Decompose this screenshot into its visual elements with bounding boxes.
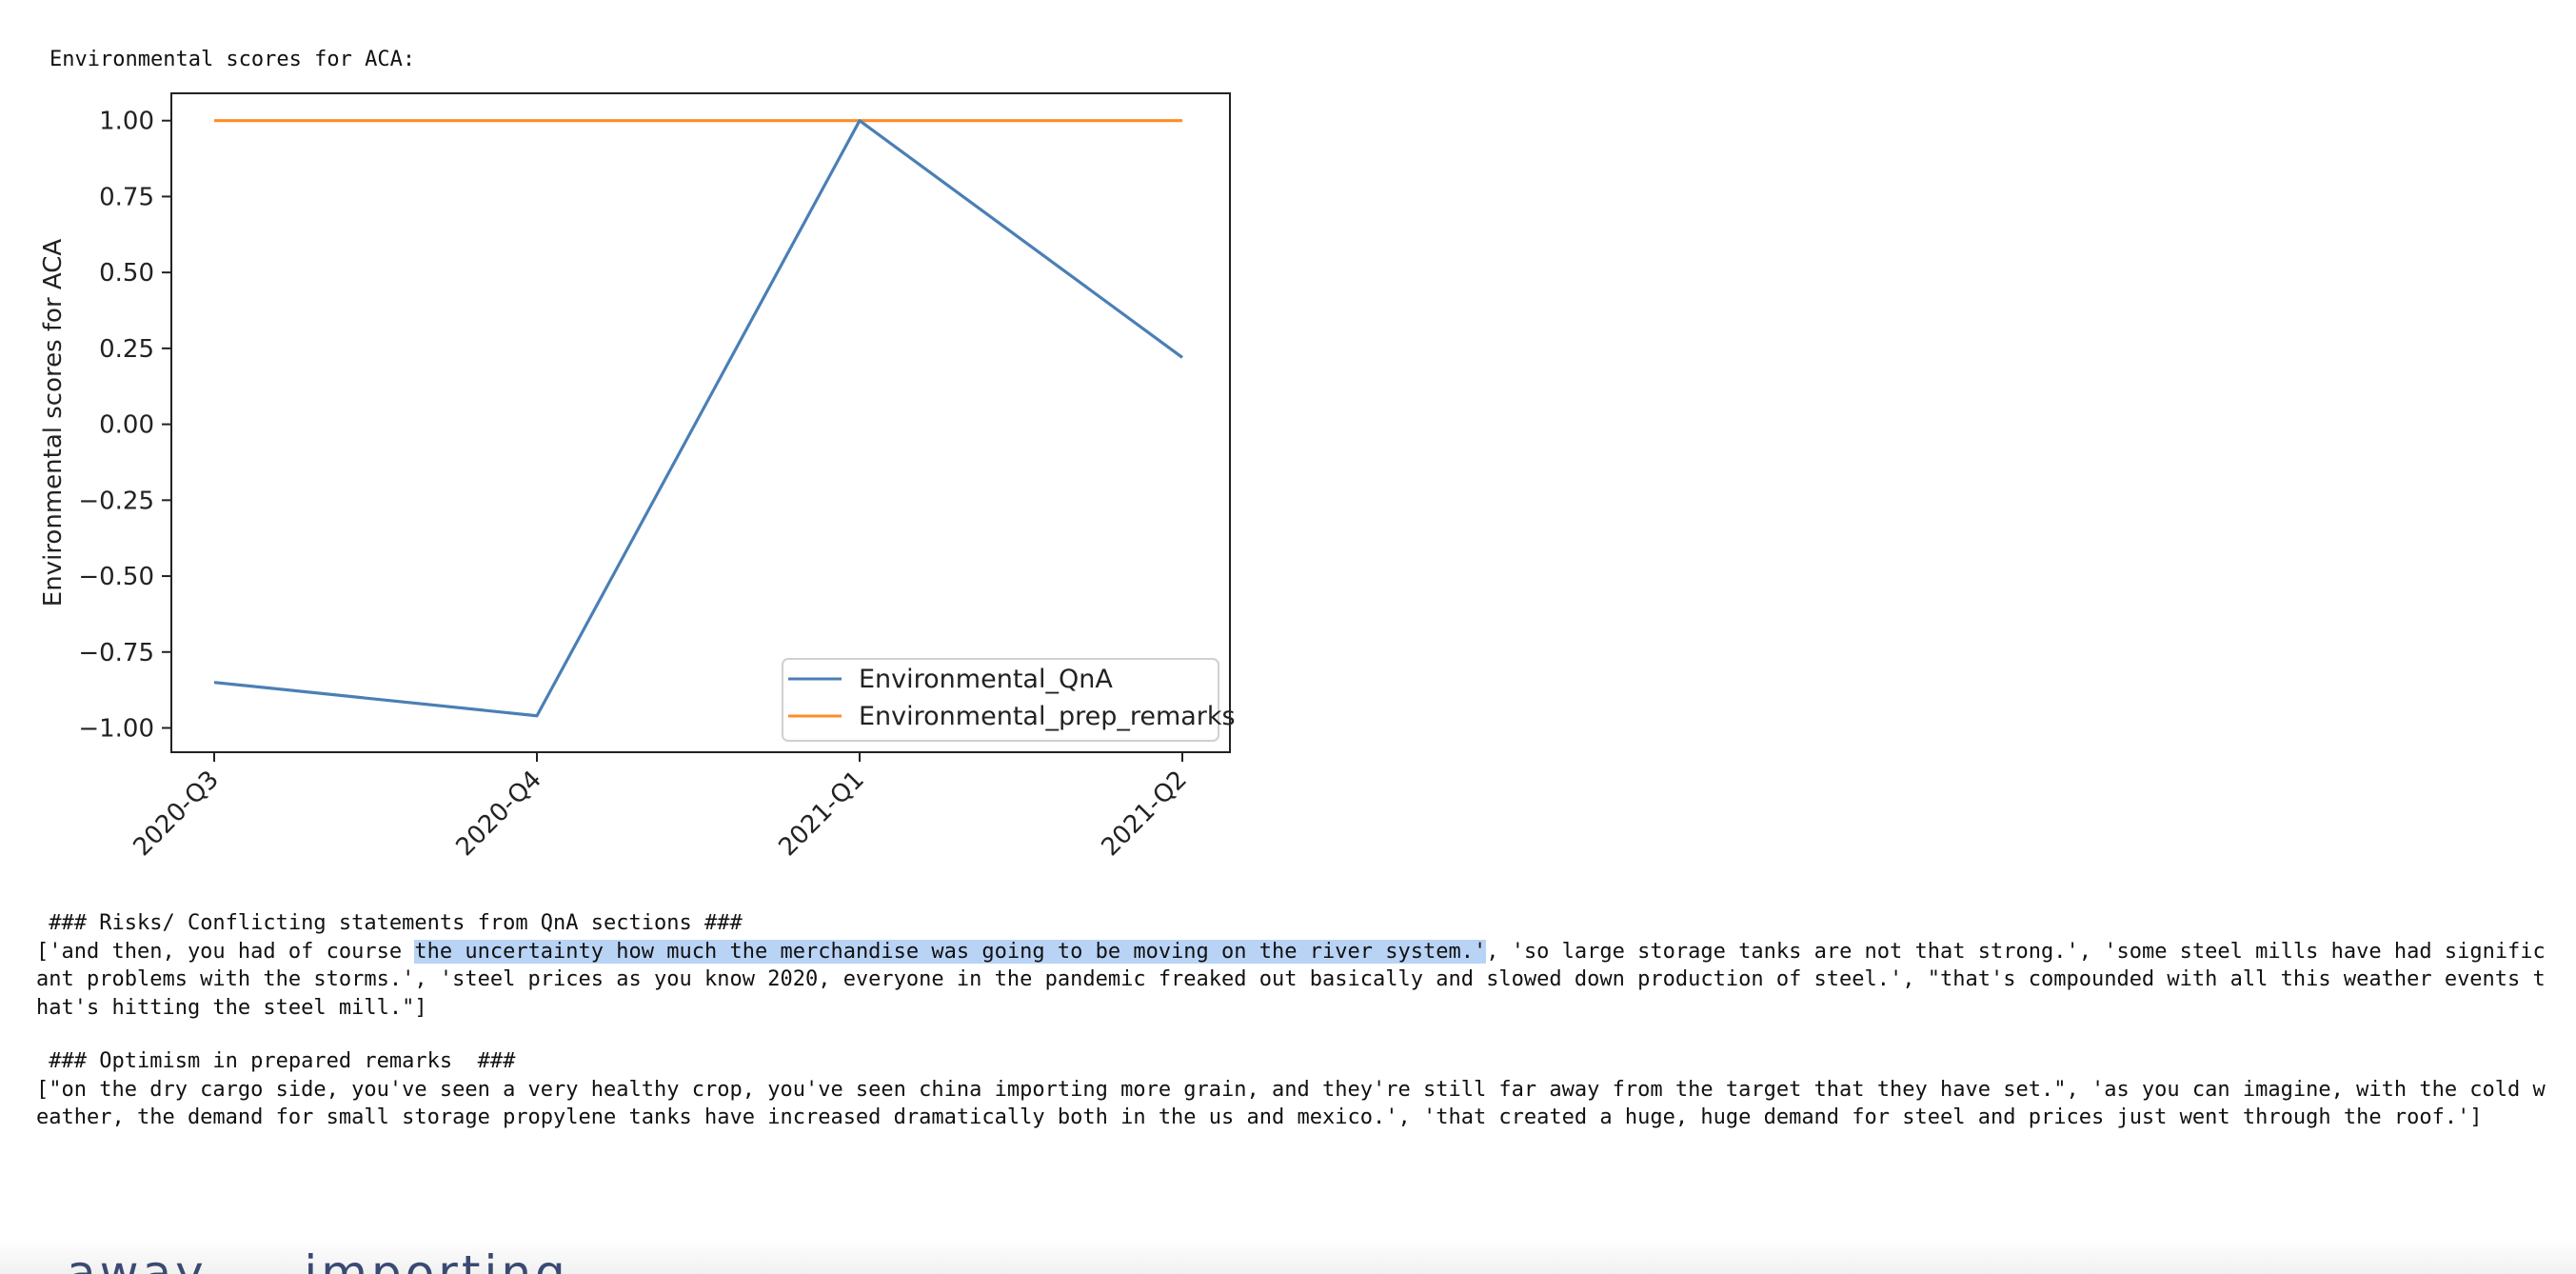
x-tick-label: 2020-Q3 (128, 766, 224, 862)
x-tick-label: 2020-Q4 (450, 766, 546, 862)
legend-box (782, 658, 1219, 742)
optimism-statements: ["on the dry cargo side, you've seen a v… (36, 1077, 2546, 1130)
legend-label-environmental-qna: Environmental_QnA (859, 665, 1113, 694)
series-layer (213, 119, 1183, 718)
legend-label-environmental-prep-remarks: Environmental_prep_remarks (859, 702, 1236, 731)
risks-statements-rest: , 'so large storage tanks are not that s… (36, 939, 2546, 1020)
y-axis-ticks: 1.00 0.75 0.50 0.25 0.00 −0.25 −0.50 −0.75 −1.00 (78, 108, 171, 743)
risks-section: ### Risks/ Conflicting statements from Q… (36, 909, 2557, 1022)
risks-highlighted-selection[interactable]: the uncertainty how much the merchandise… (414, 939, 1487, 964)
plot-frame (170, 92, 1231, 753)
legend: Environmental_QnA Environmental_prep_rem… (782, 658, 1236, 742)
y-tick-label: 0.75 (99, 183, 154, 211)
y-tick-label: 0.50 (99, 259, 154, 288)
optimism-heading: ### Optimism in prepared remarks ### (36, 1049, 516, 1073)
optimism-section: ### Optimism in prepared remarks ### ["o… (36, 1047, 2557, 1132)
y-tick-label: −0.75 (78, 639, 154, 667)
line-chart: 1.00 0.75 0.50 0.25 0.00 −0.25 −0.50 −0.75 −1.00… (39, 92, 1236, 862)
bottom-partial-text: away - importing (67, 1245, 569, 1274)
y-axis-label: Environmental scores for ACA (39, 239, 68, 607)
y-tick-label: 1.00 (99, 108, 154, 136)
x-tick-label: 2021-Q2 (1096, 766, 1192, 862)
y-tick-label: −1.00 (78, 714, 154, 743)
y-tick-label: −0.25 (78, 487, 154, 515)
chart-title: Environmental scores for ACA: (50, 48, 416, 71)
series-line-environmental-qna (213, 119, 1183, 718)
bottom-cutoff-strip: away - importing (0, 1238, 2576, 1274)
y-tick-label: −0.50 (78, 563, 154, 591)
risks-statements-start: ['and then, you had of course (36, 939, 415, 964)
y-tick-label: 0.00 (99, 411, 154, 440)
x-tick-label: 2021-Q1 (773, 766, 869, 862)
x-axis-ticks: 2020-Q3 2020-Q4 2021-Q1 2021-Q2 (128, 752, 1193, 862)
risks-heading: ### Risks/ Conflicting statements from Q… (36, 911, 743, 935)
y-tick-label: 0.25 (99, 335, 154, 364)
